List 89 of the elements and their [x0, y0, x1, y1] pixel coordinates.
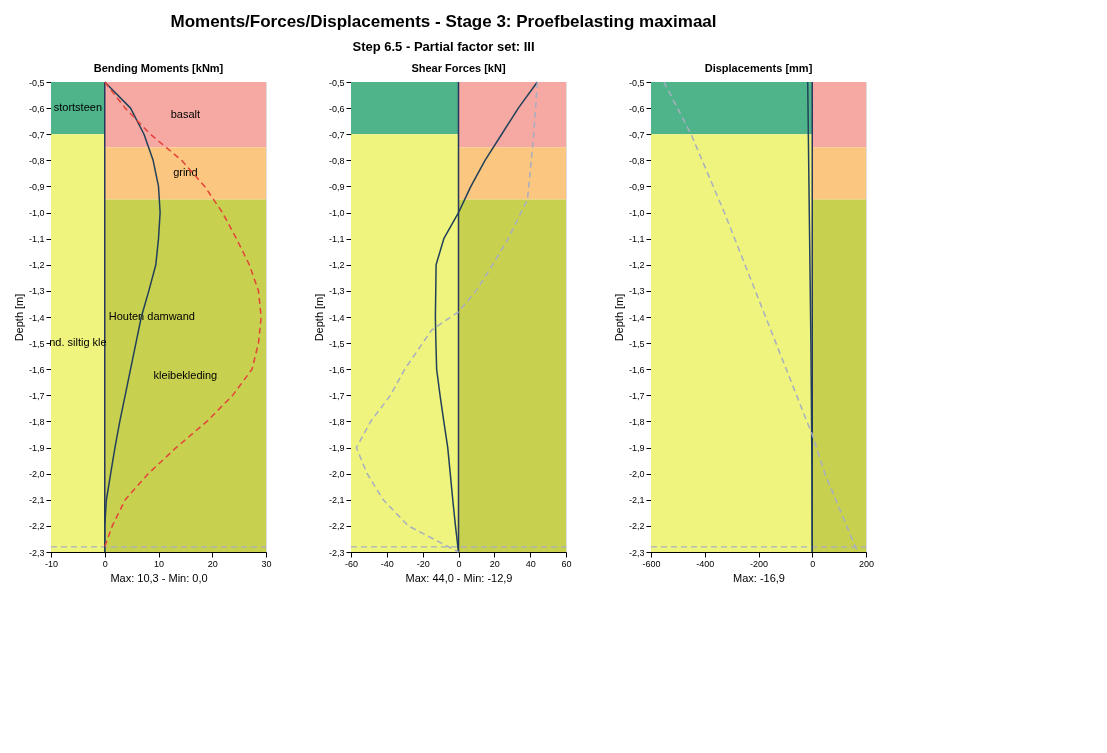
y-tick-label: -2,3 — [28, 547, 45, 558]
y-tick-label: -1,6 — [28, 364, 45, 375]
text: Max: 10,3 - Min: 0,0 — [110, 571, 208, 584]
y-tick-label: -1,5 — [628, 338, 645, 349]
x-tick-label: 0 — [102, 558, 108, 569]
y-axis-title: Depth [m] — [612, 293, 625, 342]
y-tick-label: -1,2 — [628, 260, 645, 271]
band-label: stortsteen — [53, 101, 103, 114]
y-tick-label: -0,7 — [28, 129, 45, 140]
y-tick-label: -1,0 — [328, 208, 345, 219]
y-tick-label: -1,4 — [28, 312, 45, 323]
chart-title: Bending Moments [kNm] — [93, 62, 224, 74]
y-tick-label: -1,4 — [328, 312, 345, 323]
y-tick-label: -2,0 — [28, 469, 45, 480]
y-tick-label: -0,9 — [328, 181, 345, 192]
y-tick-label: -2,2 — [328, 521, 345, 532]
y-tick-label: -1,0 — [28, 208, 45, 219]
text: Step 6.5 - Partial factor set: III — [352, 38, 535, 54]
y-tick-label: -0,5 — [28, 77, 45, 88]
x-tick-label: -40 — [380, 558, 394, 569]
x-tick-label: -10 — [44, 558, 59, 569]
x-tick-label: -200 — [749, 558, 769, 569]
y-tick-label: -1,5 — [328, 338, 345, 349]
y-tick-label: -1,1 — [628, 234, 645, 245]
y-tick-label: -1,7 — [28, 390, 45, 401]
y-tick-label: -1,7 — [328, 390, 345, 401]
y-tick-label: -1,2 — [328, 260, 345, 271]
y-tick-label: -1,6 — [328, 364, 345, 375]
y-tick-label: -1,3 — [628, 286, 645, 297]
x-tick-label: -600 — [642, 558, 661, 569]
y-tick-label: -1,9 — [628, 443, 645, 454]
y-tick-label: -2,1 — [28, 495, 45, 506]
y-tick-label: -1,2 — [28, 260, 45, 271]
x-tick-label: 40 — [525, 558, 536, 569]
y-tick-label: -2,0 — [328, 469, 345, 480]
y-tick-label: -0,9 — [28, 181, 45, 192]
x-tick-label: -60 — [344, 558, 359, 569]
x-tick-label: 20 — [207, 558, 218, 569]
y-tick-label: -2,2 — [28, 521, 45, 532]
y-tick-label: -1,5 — [28, 338, 45, 349]
y-tick-label: -1,6 — [628, 364, 645, 375]
x-tick-label: 20 — [489, 558, 500, 569]
y-tick-label: -2,3 — [628, 547, 645, 558]
y-tick-label: -0,6 — [28, 103, 45, 114]
y-tick-label: -1,7 — [628, 390, 645, 401]
y-tick-label: -1,1 — [328, 234, 345, 245]
x-tick-label: 60 — [561, 558, 572, 569]
y-axis-title: Depth [m] — [312, 293, 325, 342]
y-tick-label: -0,8 — [328, 155, 345, 166]
y-tick-label: -2,0 — [628, 469, 645, 480]
y-tick-label: -1,9 — [28, 443, 45, 454]
y-tick-label: -0,6 — [628, 103, 645, 114]
y-tick-label: -1,9 — [328, 443, 345, 454]
y-tick-label: -0,7 — [328, 129, 345, 140]
text: Max: 44,0 - Min: -12,9 — [405, 571, 513, 584]
chart-title: Displacements [mm] — [704, 62, 813, 74]
x-tick-label: -20 — [416, 558, 430, 569]
y-tick-label: -1,0 — [628, 208, 645, 219]
y-tick-label: -0,6 — [328, 103, 345, 114]
band-label: basalt — [170, 107, 201, 120]
y-tick-label: -0,8 — [628, 155, 645, 166]
y-tick-label: -1,8 — [628, 416, 645, 427]
y-tick-label: -1,4 — [628, 312, 645, 323]
y-tick-label: -2,1 — [628, 495, 645, 506]
x-tick-label: -400 — [696, 558, 715, 569]
x-tick-label: 0 — [810, 558, 816, 569]
band-label: kleibekleding — [153, 368, 218, 381]
text: Max: -16,9 — [733, 571, 785, 584]
y-tick-label: -0,9 — [628, 181, 645, 192]
y-tick-label: -1,3 — [28, 286, 45, 297]
y-tick-label: -0,5 — [628, 77, 645, 88]
y-tick-label: -2,3 — [328, 547, 345, 558]
y-tick-label: -0,8 — [28, 155, 45, 166]
x-tick-label: 30 — [261, 558, 272, 569]
chart-title: Shear Forces [kN] — [411, 62, 506, 74]
y-tick-label: -1,1 — [28, 234, 45, 245]
y-tick-label: -0,5 — [328, 77, 345, 88]
y-tick-label: -2,2 — [628, 521, 645, 532]
x-tick-label: 10 — [153, 558, 165, 569]
y-tick-label: -1,8 — [28, 416, 45, 427]
y-axis-title: Depth [m] — [12, 293, 25, 342]
y-tick-label: -1,8 — [328, 416, 345, 427]
x-tick-label: 200 — [858, 558, 875, 569]
y-tick-label: -2,1 — [328, 495, 345, 506]
y-tick-label: -0,7 — [628, 129, 645, 140]
text: Moments/Forces/Displacements - Stage 3: Proefbelasting maximaal — [170, 11, 717, 31]
y-tick-label: -1,3 — [328, 286, 345, 297]
x-tick-label: 0 — [456, 558, 462, 569]
band-label: grind — [173, 166, 198, 179]
